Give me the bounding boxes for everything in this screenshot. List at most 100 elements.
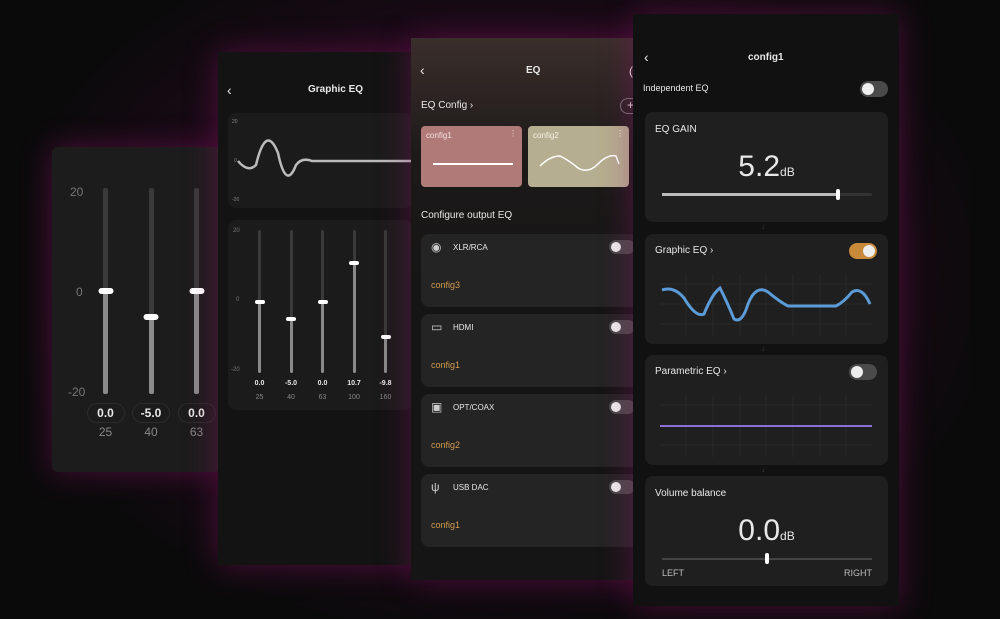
more-icon[interactable]: ⋮	[509, 129, 517, 138]
eq-gain-value: 5.2	[738, 150, 781, 183]
speaker-icon: ◉	[431, 240, 442, 254]
screen-title: Graphic EQ	[308, 84, 364, 95]
output-name: XLR/RCA	[453, 243, 488, 252]
slider-handle[interactable]	[254, 299, 265, 304]
output-name: HDMI	[453, 323, 474, 332]
slider-fill	[258, 301, 261, 373]
eq-band-slider[interactable]	[286, 230, 296, 373]
chevron-left-icon[interactable]: ‹	[420, 62, 425, 78]
slider-handle[interactable]	[286, 317, 296, 322]
eq-band-slider[interactable]	[254, 230, 265, 373]
output-eq-toggle[interactable]	[609, 320, 635, 334]
toggle-knob	[611, 402, 621, 412]
eq-curve-card: 20 0 -20	[228, 113, 412, 208]
output-card[interactable]: ◉ XLR/RCA config3	[421, 234, 640, 307]
output-name: OPT/COAX	[453, 403, 495, 412]
scale-label: -20	[232, 197, 240, 203]
graphic-eq-card[interactable]: Graphic EQ ›	[645, 234, 888, 344]
band-value[interactable]: -5.0	[132, 403, 170, 423]
independent-eq-toggle[interactable]	[860, 81, 888, 97]
eq-bands-card: 20 0 -20 0.0 25 -5.0 40 0.0 63 10.7 100 -9.8 160	[228, 220, 412, 410]
config-card[interactable]: config2 ⋮	[528, 126, 629, 187]
output-config-link[interactable]: config3	[431, 280, 461, 290]
config-name: config2	[533, 131, 559, 140]
config-card[interactable]: config1 ⋮	[421, 126, 522, 187]
scale-label: 0	[234, 158, 237, 164]
output-card[interactable]: ψ USB DAC config1	[421, 474, 640, 547]
toggle-knob	[611, 482, 621, 492]
toggle-knob	[611, 242, 621, 252]
slider-fill	[103, 291, 108, 394]
eq-band-slider[interactable]	[317, 230, 328, 373]
arrow-down-icon: ↓	[761, 344, 765, 353]
eq-band-slider[interactable]	[189, 188, 204, 394]
volume-balance-readout: 0.0dB	[645, 514, 888, 548]
slider-handle[interactable]	[143, 313, 159, 320]
volume-balance-slider[interactable]	[662, 553, 872, 564]
output-eq-toggle[interactable]	[609, 240, 635, 254]
band-frequency: 40	[287, 394, 295, 401]
band-value[interactable]: 0.0	[177, 403, 216, 423]
graphic-eq-label: Graphic EQ	[655, 245, 708, 256]
slider-fill	[662, 193, 839, 196]
more-icon[interactable]: ⋮	[616, 129, 624, 138]
slider-handle[interactable]	[98, 288, 113, 294]
eq-screen: ‹ EQ ( EQ Config › + config1 ⋮ config2 ⋮…	[411, 38, 642, 580]
eq-sliders-zoom-panel: 20 0 -20 0.0 25 -5.0 40 0.0 63	[52, 147, 220, 472]
slider-handle[interactable]	[349, 261, 359, 266]
graphic-eq-link[interactable]: Graphic EQ ›	[655, 245, 714, 256]
slider-fill	[321, 301, 324, 373]
band-frequency: 40	[144, 425, 158, 439]
eq-band-slider[interactable]	[380, 230, 391, 373]
screen-title: EQ	[526, 65, 541, 76]
unit: dB	[780, 529, 795, 543]
parametric-eq-toggle[interactable]	[849, 364, 877, 380]
output-card[interactable]: ▭ HDMI config1	[421, 314, 640, 387]
band-frequency: 63	[189, 425, 204, 439]
graphic-eq-toggle[interactable]	[849, 243, 877, 259]
output-config-link[interactable]: config1	[431, 520, 461, 530]
chevron-left-icon[interactable]: ‹	[644, 49, 649, 65]
band-frequency: 100	[348, 394, 360, 401]
arrow-down-icon: ↓	[761, 465, 765, 474]
slider-fill	[352, 263, 356, 373]
output-card[interactable]: ▣ OPT/COAX config2	[421, 394, 640, 467]
eq-config-link[interactable]: EQ Config ›	[421, 100, 473, 111]
right-label: RIGHT	[844, 568, 872, 578]
band-value[interactable]: -5.0	[284, 380, 298, 387]
toggle-knob	[611, 322, 621, 332]
slider-handle[interactable]	[189, 288, 204, 294]
slider-handle[interactable]	[765, 553, 769, 564]
slider-handle[interactable]	[317, 299, 328, 304]
eq-gain-card: EQ GAIN 5.2dB	[645, 112, 888, 222]
output-config-link[interactable]: config1	[431, 360, 461, 370]
band-value[interactable]: 0.0	[86, 403, 125, 423]
volume-balance-value: 0.0	[738, 514, 781, 547]
slider-handle[interactable]	[836, 189, 841, 200]
slider-fill	[194, 291, 199, 394]
optical-icon: ▣	[431, 400, 443, 414]
band-frequency: 63	[318, 394, 327, 401]
chevron-left-icon[interactable]: ‹	[227, 82, 232, 98]
band-value[interactable]: 10.7	[347, 380, 361, 387]
output-eq-toggle[interactable]	[609, 480, 635, 494]
config-name: config1	[426, 131, 452, 140]
parametric-eq-curve	[660, 395, 872, 457]
settings-icon[interactable]: (	[629, 64, 633, 78]
output-name: USB DAC	[453, 483, 489, 492]
eq-gain-slider[interactable]	[662, 189, 872, 200]
band-value[interactable]: 0.0	[317, 380, 328, 387]
slider-handle[interactable]	[380, 334, 391, 339]
eq-band-slider[interactable]	[143, 188, 159, 394]
output-config-link[interactable]: config2	[431, 440, 461, 450]
band-value[interactable]: -9.8	[379, 380, 392, 387]
output-eq-toggle[interactable]	[609, 400, 635, 414]
band-frequency: 25	[98, 425, 113, 439]
parametric-eq-link[interactable]: Parametric EQ ›	[655, 366, 727, 377]
eq-band-slider[interactable]	[98, 188, 113, 394]
parametric-eq-card[interactable]: Parametric EQ ›	[645, 355, 888, 465]
eq-band-slider[interactable]	[349, 230, 359, 373]
band-value[interactable]: 0.0	[254, 380, 265, 387]
config-detail-screen: ‹ config1 Independent EQ EQ GAIN 5.2dB ↓…	[633, 14, 899, 606]
graphic-eq-curve	[660, 274, 872, 336]
